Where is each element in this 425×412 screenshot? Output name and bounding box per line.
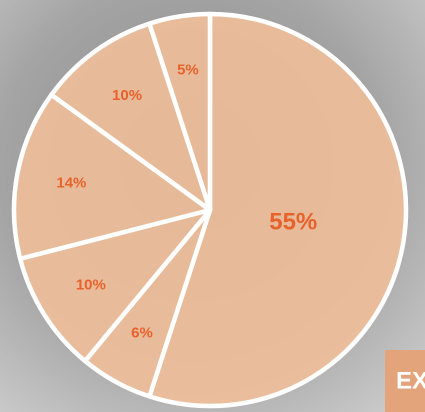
slice-label: 5% bbox=[177, 62, 199, 79]
slice-label: 10% bbox=[76, 277, 106, 294]
slice-label: 55% bbox=[269, 209, 317, 236]
badge-text: EX bbox=[396, 367, 425, 394]
slice-label: 6% bbox=[131, 325, 153, 342]
pie: 55% 6% 10% 14% 10% 5% bbox=[14, 14, 406, 406]
chart: 55% 6% 10% 14% 10% 5% EX bbox=[0, 0, 425, 412]
slice-label: 10% bbox=[112, 87, 142, 104]
slice-label: 14% bbox=[56, 175, 86, 192]
